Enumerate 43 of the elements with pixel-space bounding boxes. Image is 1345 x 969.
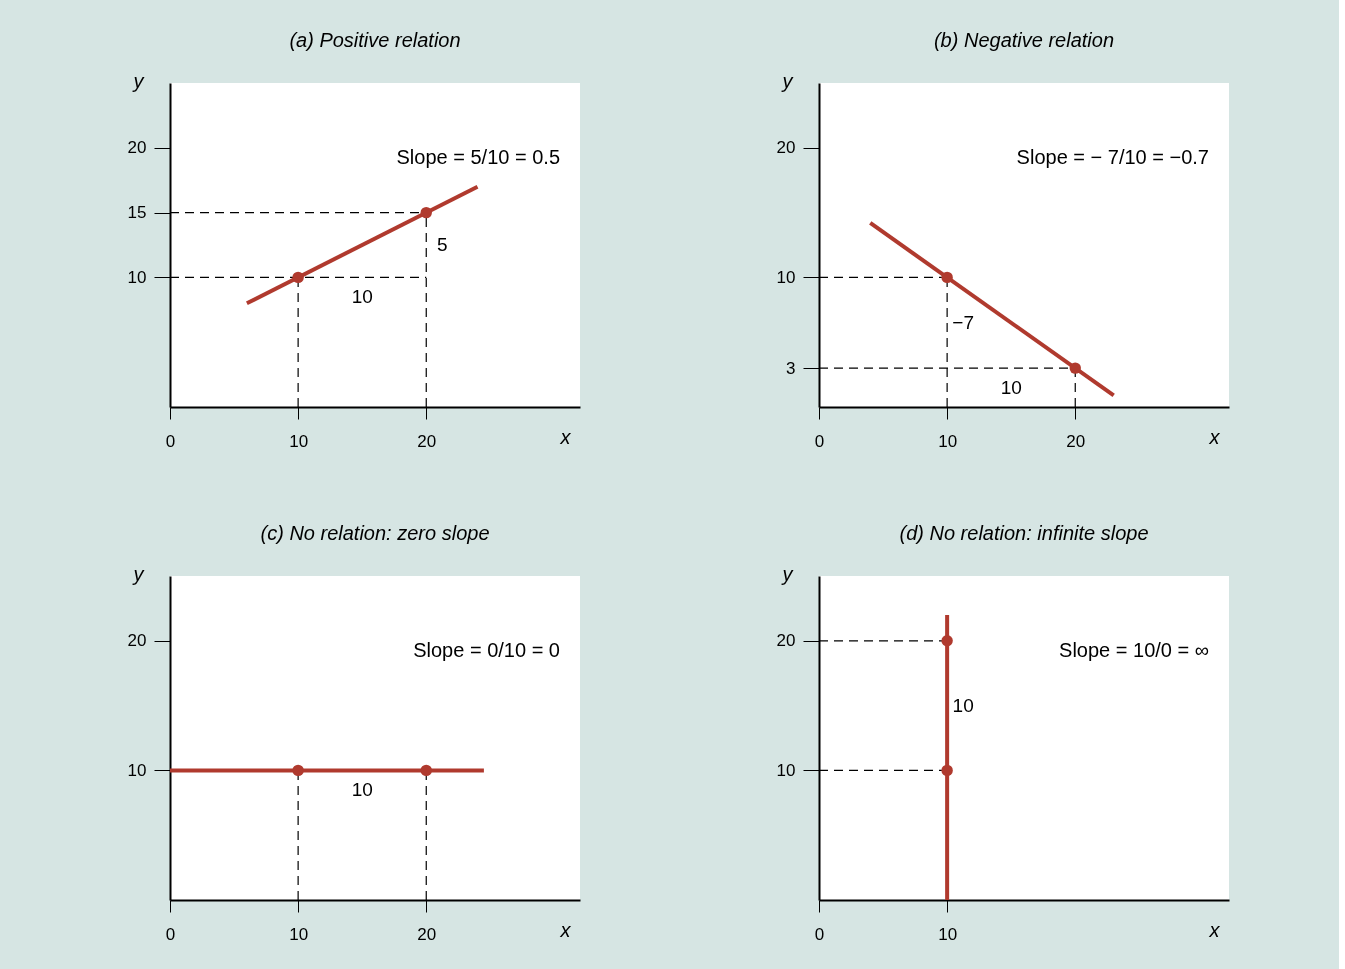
y-tick-label: 20	[776, 631, 796, 651]
y-tick-label: 10	[776, 267, 796, 287]
annotation: Slope = − 7/10 = −0.7	[1016, 146, 1209, 168]
annotation: 5	[436, 234, 448, 255]
annotation: 10	[1000, 377, 1022, 399]
chart-title: (c) No relation: zero slope	[260, 522, 490, 544]
annotation: Slope = 5/10 = 0.5	[396, 146, 560, 168]
x-axis-title: x	[559, 425, 572, 448]
y-axis-title: y	[131, 69, 145, 92]
x-tick-label: 20	[417, 924, 437, 944]
y-axis-title: y	[131, 562, 145, 585]
y-tick-label: 20	[776, 138, 796, 158]
x-tick-label: 10	[938, 431, 958, 451]
chart-title: (a) Positive relation	[289, 29, 461, 51]
annotation: 10	[351, 779, 373, 801]
x-tick-label: 0	[165, 431, 176, 451]
x-tick-label: 20	[417, 431, 437, 451]
y-tick-label: 10	[127, 760, 147, 780]
x-tick-label: 10	[938, 924, 958, 944]
y-axis-title: y	[780, 562, 794, 585]
annotation: 10	[351, 286, 373, 308]
x-axis-title: x	[559, 918, 572, 941]
y-axis-title: y	[780, 69, 794, 92]
x-tick-label: 0	[814, 924, 825, 944]
x-axis-title: x	[1208, 918, 1221, 941]
annotation: Slope = 10/0 = ∞	[1059, 639, 1209, 661]
annotation: Slope = 0/10 = 0	[413, 639, 560, 661]
x-tick-label: 0	[165, 924, 176, 944]
y-tick-label: 3	[786, 358, 796, 378]
x-tick-label: 20	[1066, 431, 1086, 451]
annotation: −7	[952, 311, 974, 333]
annotation: 10	[952, 694, 974, 716]
x-tick-label: 10	[289, 431, 309, 451]
y-tick-label: 10	[776, 760, 796, 780]
chart-title: (d) No relation: infinite slope	[899, 522, 1149, 544]
chart-title: (b) Negative relation	[933, 29, 1115, 51]
y-tick-label: 20	[127, 138, 147, 158]
x-tick-label: 0	[814, 431, 825, 451]
x-tick-label: 10	[289, 924, 309, 944]
y-tick-label: 10	[127, 267, 147, 287]
x-axis-title: x	[1208, 425, 1221, 448]
y-tick-label: 20	[127, 631, 147, 651]
y-tick-label: 15	[127, 203, 147, 223]
